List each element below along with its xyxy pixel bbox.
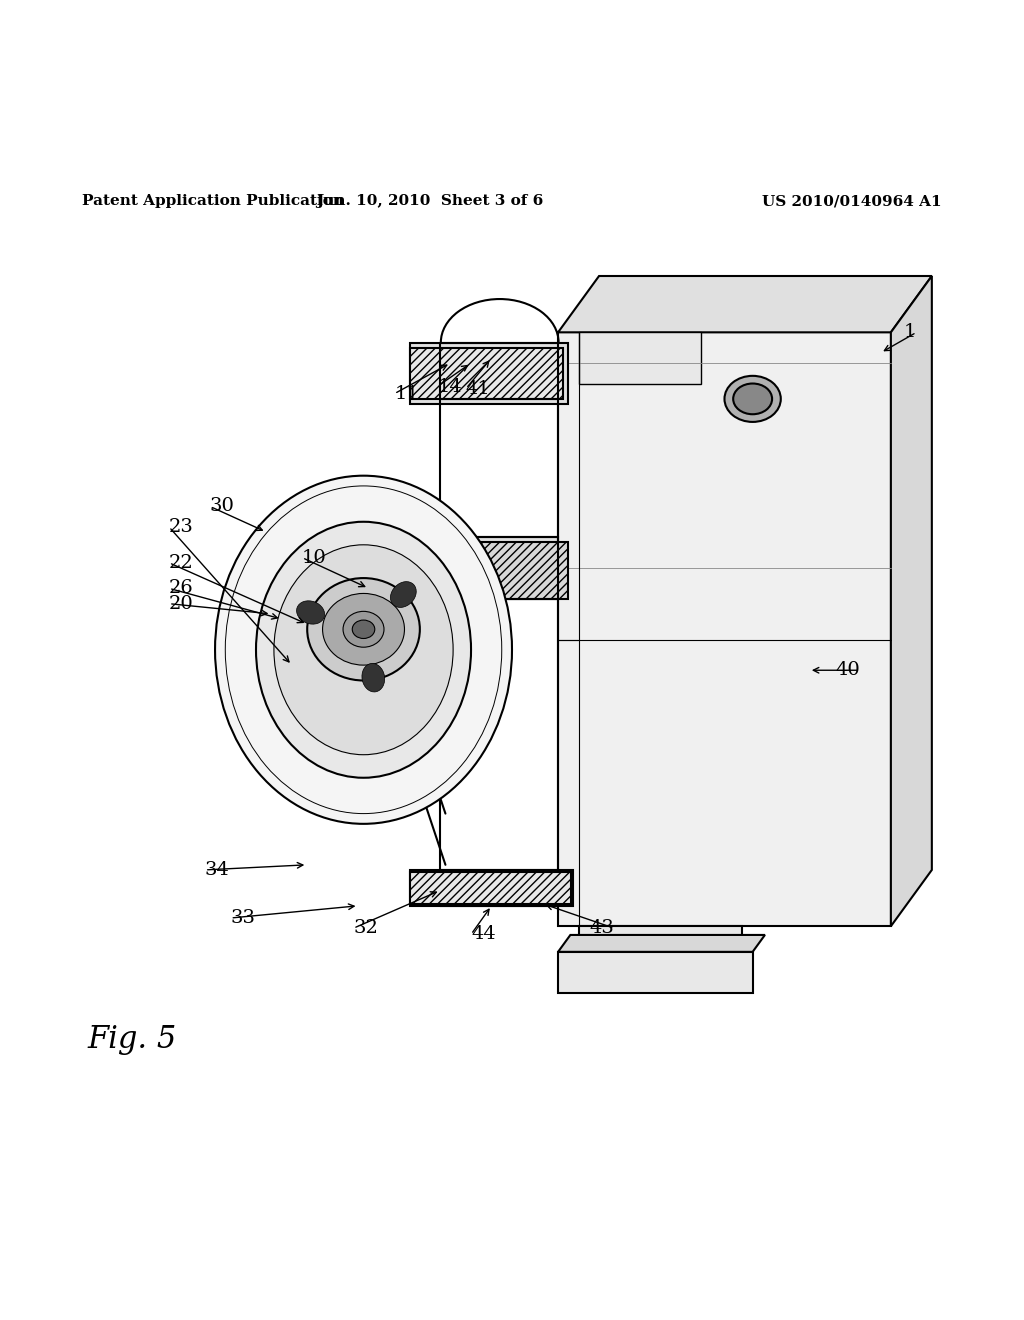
Text: 32: 32 [353, 919, 378, 937]
Ellipse shape [343, 611, 384, 647]
Text: Patent Application Publication: Patent Application Publication [82, 194, 344, 209]
Ellipse shape [361, 664, 385, 692]
Text: 20: 20 [169, 595, 194, 612]
Text: 30: 30 [210, 498, 234, 515]
Text: 22: 22 [169, 553, 194, 572]
Text: 11: 11 [394, 384, 419, 403]
Polygon shape [410, 347, 563, 399]
Polygon shape [425, 543, 568, 598]
Polygon shape [579, 333, 701, 384]
Text: 43: 43 [590, 919, 614, 937]
Polygon shape [558, 276, 932, 333]
Text: 34: 34 [205, 861, 229, 879]
Polygon shape [558, 935, 765, 952]
Text: 26: 26 [169, 579, 194, 598]
Ellipse shape [352, 620, 375, 639]
Text: 14: 14 [437, 378, 462, 396]
Ellipse shape [256, 521, 471, 777]
Ellipse shape [307, 578, 420, 681]
Ellipse shape [725, 376, 781, 422]
Polygon shape [891, 276, 932, 927]
Text: 41: 41 [466, 380, 490, 397]
Text: 33: 33 [230, 909, 255, 927]
Text: 44: 44 [471, 925, 496, 944]
Polygon shape [374, 598, 445, 671]
Polygon shape [410, 343, 568, 404]
Polygon shape [558, 333, 891, 927]
Ellipse shape [323, 594, 404, 665]
Ellipse shape [733, 384, 772, 414]
Polygon shape [410, 873, 571, 904]
Polygon shape [451, 537, 558, 598]
Text: US 2010/0140964 A1: US 2010/0140964 A1 [763, 194, 942, 209]
Text: 40: 40 [836, 661, 860, 680]
Ellipse shape [390, 582, 416, 607]
Ellipse shape [215, 475, 512, 824]
Ellipse shape [273, 545, 453, 755]
Ellipse shape [297, 601, 325, 624]
Text: 1: 1 [904, 323, 916, 342]
Text: Jun. 10, 2010  Sheet 3 of 6: Jun. 10, 2010 Sheet 3 of 6 [316, 194, 544, 209]
Text: 10: 10 [302, 549, 327, 566]
Text: 23: 23 [169, 517, 194, 536]
Text: Fig. 5: Fig. 5 [87, 1023, 176, 1055]
Polygon shape [579, 927, 742, 952]
Polygon shape [558, 952, 753, 993]
Polygon shape [410, 870, 573, 906]
